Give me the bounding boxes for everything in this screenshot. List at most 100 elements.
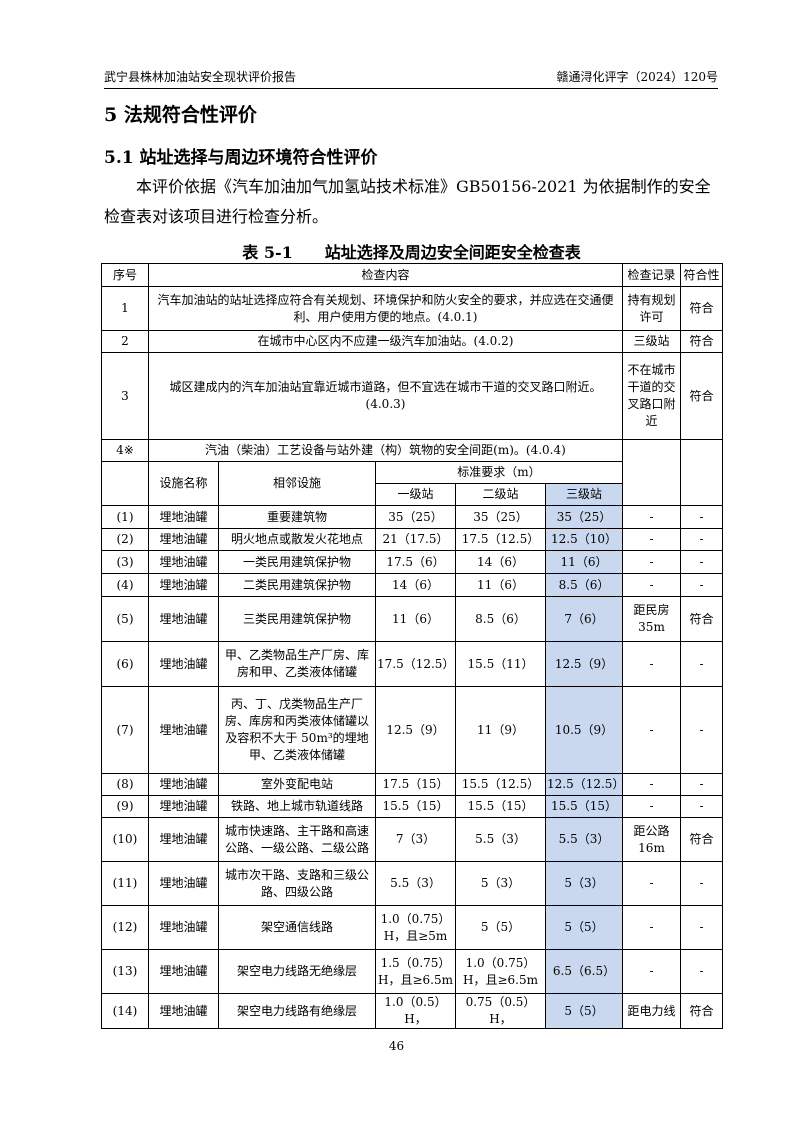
check-record: 距民房35m <box>622 596 681 642</box>
distance: 5（3） <box>455 861 546 906</box>
table-row: 2 在城市中心区内不应建一级汽车加油站。(4.0.2) 三级站 符合 <box>101 330 723 353</box>
table-row: (3) 埋地油罐 一类民用建筑保护物 17.5（6） 14（6） 11（6） - - <box>101 550 723 574</box>
distance: 21（17.5） <box>375 528 456 551</box>
check-record: - <box>622 573 681 597</box>
adjacent-facility: 三类民用建筑保护物 <box>218 596 376 642</box>
level-header: 一级站 <box>375 483 456 506</box>
section-title: 5 法规符合性评价 <box>104 104 257 126</box>
row-number: 2 <box>101 330 149 353</box>
adjacent-facility: 铁路、地上城市轨道线路 <box>218 795 376 818</box>
distance: 12.5（12.5） <box>545 773 624 796</box>
distance: 12.5（9） <box>545 641 623 687</box>
compliance: - <box>680 505 723 529</box>
compliance: - <box>680 773 723 796</box>
row-number <box>101 461 149 506</box>
distance: 15.5（15） <box>375 795 456 818</box>
distance: 11（6） <box>545 550 623 574</box>
distance: 35（25） <box>455 505 546 529</box>
distance: 8.5（6） <box>545 573 623 597</box>
row-number: (3) <box>101 550 149 574</box>
row-number: (9) <box>101 795 149 818</box>
page-number: 46 <box>388 1039 405 1053</box>
compliance: 符合 <box>680 993 723 1029</box>
adjacent-facility: 架空电力线路有绝缘层 <box>218 993 376 1029</box>
facility: 埋地油罐 <box>148 686 219 774</box>
row-number: (14) <box>101 993 149 1029</box>
check-record: 距电力线 <box>622 993 681 1029</box>
sub-header: 相邻设施 <box>218 461 376 506</box>
distance: 7（3） <box>375 817 456 862</box>
distance: 15.5（11） <box>455 641 546 687</box>
distance: 17.5（12.5） <box>375 641 456 687</box>
distance: 17.5（15） <box>375 773 456 796</box>
distance: 1.5（0.75）H，且≥6.5m <box>375 949 456 994</box>
row-number: (12) <box>101 905 149 950</box>
header-right: 赣通浔化评字（2024）120号 <box>556 70 718 84</box>
distance: 14（6） <box>375 573 456 597</box>
adjacent-facility: 城市快速路、主干路和高速公路、一级公路、二级公路 <box>218 817 376 862</box>
distance: 5.5（3） <box>545 817 623 862</box>
compliance: 符合 <box>680 286 723 331</box>
table-row: 1 汽车加油站的站址选择应符合有关规划、环境保护和防火安全的要求，并应选在交通便利… <box>101 286 723 331</box>
adjacent-facility: 架空电力线路无绝缘层 <box>218 949 376 994</box>
distance: 8.5（6） <box>455 596 546 642</box>
row-number: (5) <box>101 596 149 642</box>
check-record: - <box>622 641 681 687</box>
level-header: 三级站 <box>545 483 623 506</box>
row-number: (8) <box>101 773 149 796</box>
check-content: 汽油（柴油）工艺设备与站外建（构）筑物的安全间距(m)。(4.0.4) <box>148 439 623 462</box>
table-row: (1) 埋地油罐 重要建筑物 35（25） 35（25） 35（25） - - <box>101 505 723 529</box>
adjacent-facility: 丙、丁、戊类物品生产厂房、库房和丙类液体储罐以及容积不大于 50m³的埋地甲、乙… <box>218 686 376 774</box>
compliance <box>680 439 723 506</box>
check-record: - <box>622 773 681 796</box>
compliance: - <box>680 573 723 597</box>
table-row: (4) 埋地油罐 二类民用建筑保护物 14（6） 11（6） 8.5（6） - - <box>101 573 723 597</box>
row-number: (13) <box>101 949 149 994</box>
distance: 5（5） <box>455 905 546 950</box>
compliance: - <box>680 641 723 687</box>
adjacent-facility: 重要建筑物 <box>218 505 376 529</box>
table-row: 3 城区建成内的汽车加油站宜靠近城市道路，但不宜选在城市干道的交叉路口附近。(4.… <box>101 352 723 440</box>
subsection-title: 5.1 站址选择与周边环境符合性评价 <box>104 148 378 168</box>
table-row: 序号 检查内容 检查记录 符合性 <box>101 263 723 287</box>
check-table: 序号 检查内容 检查记录 符合性 1 汽车加油站的站址选择应符合有关规划、环境保护和防火安… <box>101 263 723 1029</box>
distance: 35（25） <box>545 505 623 529</box>
distance: 1.0（0.5）H， <box>375 993 456 1029</box>
row-number: (4) <box>101 573 149 597</box>
sub-header: 设施名称 <box>148 461 219 506</box>
adjacent-facility: 一类民用建筑保护物 <box>218 550 376 574</box>
distance: 11（6） <box>375 596 456 642</box>
compliance: - <box>680 905 723 950</box>
facility: 埋地油罐 <box>148 993 219 1029</box>
row-number: 1 <box>101 286 149 331</box>
facility: 埋地油罐 <box>148 528 219 551</box>
facility: 埋地油罐 <box>148 505 219 529</box>
table-row: (8) 埋地油罐 室外变配电站 17.5（15） 15.5（12.5） 12.5（12.5… <box>101 773 723 796</box>
check-record: - <box>622 528 681 551</box>
check-record: - <box>622 949 681 994</box>
header-left: 武宁县株林加油站安全现状评价报告 <box>104 70 297 84</box>
compliance: - <box>680 550 723 574</box>
facility: 埋地油罐 <box>148 861 219 906</box>
row-number: (11) <box>101 861 149 906</box>
table-row: (7) 埋地油罐 丙、丁、戊类物品生产厂房、库房和丙类液体储罐以及容积不大于 50m… <box>101 686 723 774</box>
table-row: (10) 埋地油罐 城市快速路、主干路和高速公路、一级公路、二级公路 7（3） 5.5（… <box>101 817 723 862</box>
table-row: (2) 埋地油罐 明火地点或散发火花地点 21（17.5） 17.5（12.5） 12.5… <box>101 528 723 551</box>
check-record: - <box>622 686 681 774</box>
table-row: (6) 埋地油罐 甲、乙类物品生产厂房、库房和甲、乙类液体储罐 17.5（12.5） 1… <box>101 641 723 687</box>
row-number: (6) <box>101 641 149 687</box>
distance: 5.5（3） <box>455 817 546 862</box>
distance: 5.5（3） <box>375 861 456 906</box>
col-header: 检查内容 <box>148 263 623 287</box>
compliance: 符合 <box>680 596 723 642</box>
level-header: 二级站 <box>455 483 546 506</box>
paragraph: 本评价依据《汽车加油加气加氢站技术标准》GB50156-2021 为依据制作的安… <box>104 177 711 226</box>
adjacent-facility: 甲、乙类物品生产厂房、库房和甲、乙类液体储罐 <box>218 641 376 687</box>
sub-header: 标准要求（m） <box>375 461 623 484</box>
check-record: 持有规划许可 <box>622 286 681 331</box>
facility: 埋地油罐 <box>148 773 219 796</box>
table-row: (13) 埋地油罐 架空电力线路无绝缘层 1.5（0.75）H，且≥6.5m 1.0（0… <box>101 949 723 994</box>
col-header: 检查记录 <box>622 263 681 287</box>
distance: 12.5（9） <box>375 686 456 774</box>
